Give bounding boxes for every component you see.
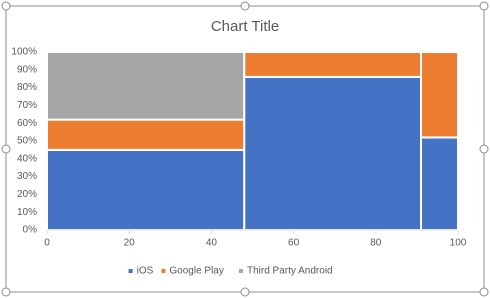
y-tick-label: 40% (17, 153, 37, 164)
x-tick-label: 0 (44, 238, 50, 249)
legend-swatch (161, 269, 166, 273)
y-tick-label: 30% (17, 171, 37, 182)
legend-label: Third Party Android (247, 266, 333, 277)
segment (46, 118, 246, 151)
segment (46, 148, 246, 231)
y-tick-label: 70% (17, 100, 37, 111)
legend-label: Google Play (169, 266, 223, 277)
y-tick-label: 80% (17, 82, 37, 93)
segment (243, 75, 423, 231)
legend-swatch (239, 269, 243, 273)
x-tick-label: 100 (450, 238, 467, 249)
y-tick-label: 50% (17, 136, 37, 147)
x-tick-label: 40 (206, 238, 218, 249)
y-tick-label: 20% (17, 189, 37, 200)
segment (420, 136, 460, 231)
y-tick-label: 100% (11, 47, 37, 58)
segment (243, 51, 423, 78)
chart-title: Chart Title (211, 18, 279, 35)
y-tick-label: 0% (23, 225, 38, 236)
x-tick-label: 60 (288, 238, 300, 249)
legend-swatch (128, 269, 133, 273)
segment (46, 51, 246, 121)
y-tick-label: 60% (17, 118, 37, 129)
x-tick-label: 80 (370, 238, 382, 249)
x-tick-label: 20 (124, 238, 136, 249)
segment (420, 51, 460, 139)
y-tick-label: 90% (17, 64, 37, 75)
legend-label: iOS (137, 266, 154, 277)
y-tick-label: 10% (17, 207, 37, 218)
